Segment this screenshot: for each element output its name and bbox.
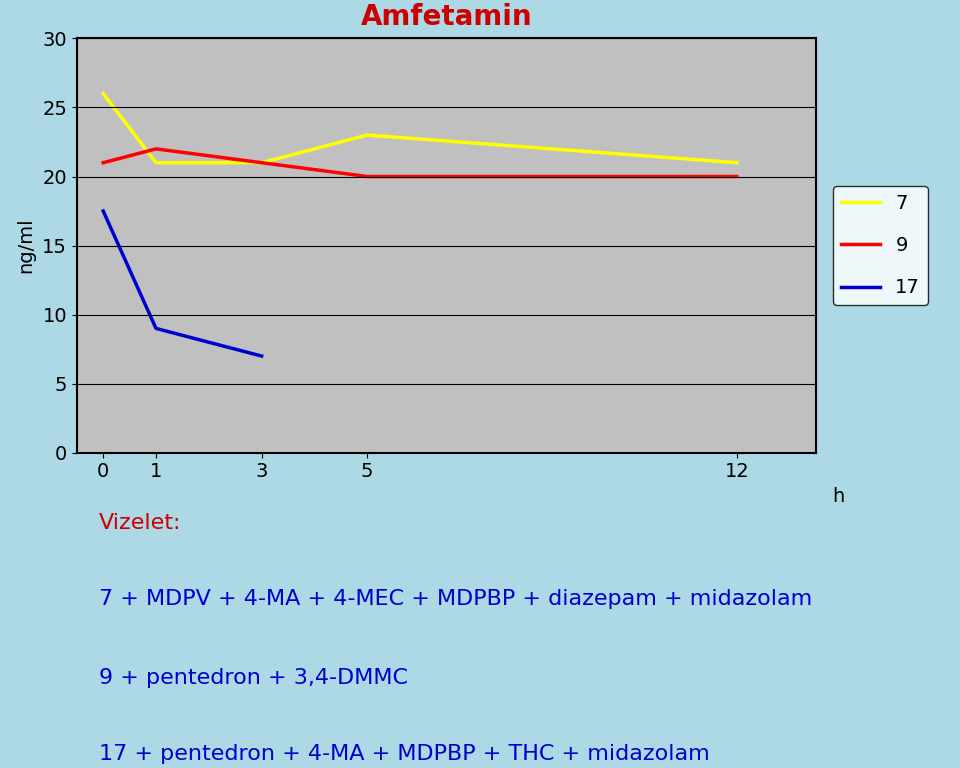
Text: 17 + pentedron + 4-MA + MDPBP + THC + midazolam: 17 + pentedron + 4-MA + MDPBP + THC + mi… [99,744,709,764]
Legend: 7, 9, 17: 7, 9, 17 [833,186,928,305]
Text: h: h [831,487,844,506]
Text: 7 + MDPV + 4-MA + 4-MEC + MDPBP + diazepam + midazolam: 7 + MDPV + 4-MA + 4-MEC + MDPBP + diazep… [99,589,812,609]
Text: 9 + pentedron + 3,4-DMMC: 9 + pentedron + 3,4-DMMC [99,668,408,688]
Text: Vizelet:: Vizelet: [99,512,181,532]
Y-axis label: ng/ml: ng/ml [16,218,36,273]
Title: Amfetamin: Amfetamin [361,2,532,31]
